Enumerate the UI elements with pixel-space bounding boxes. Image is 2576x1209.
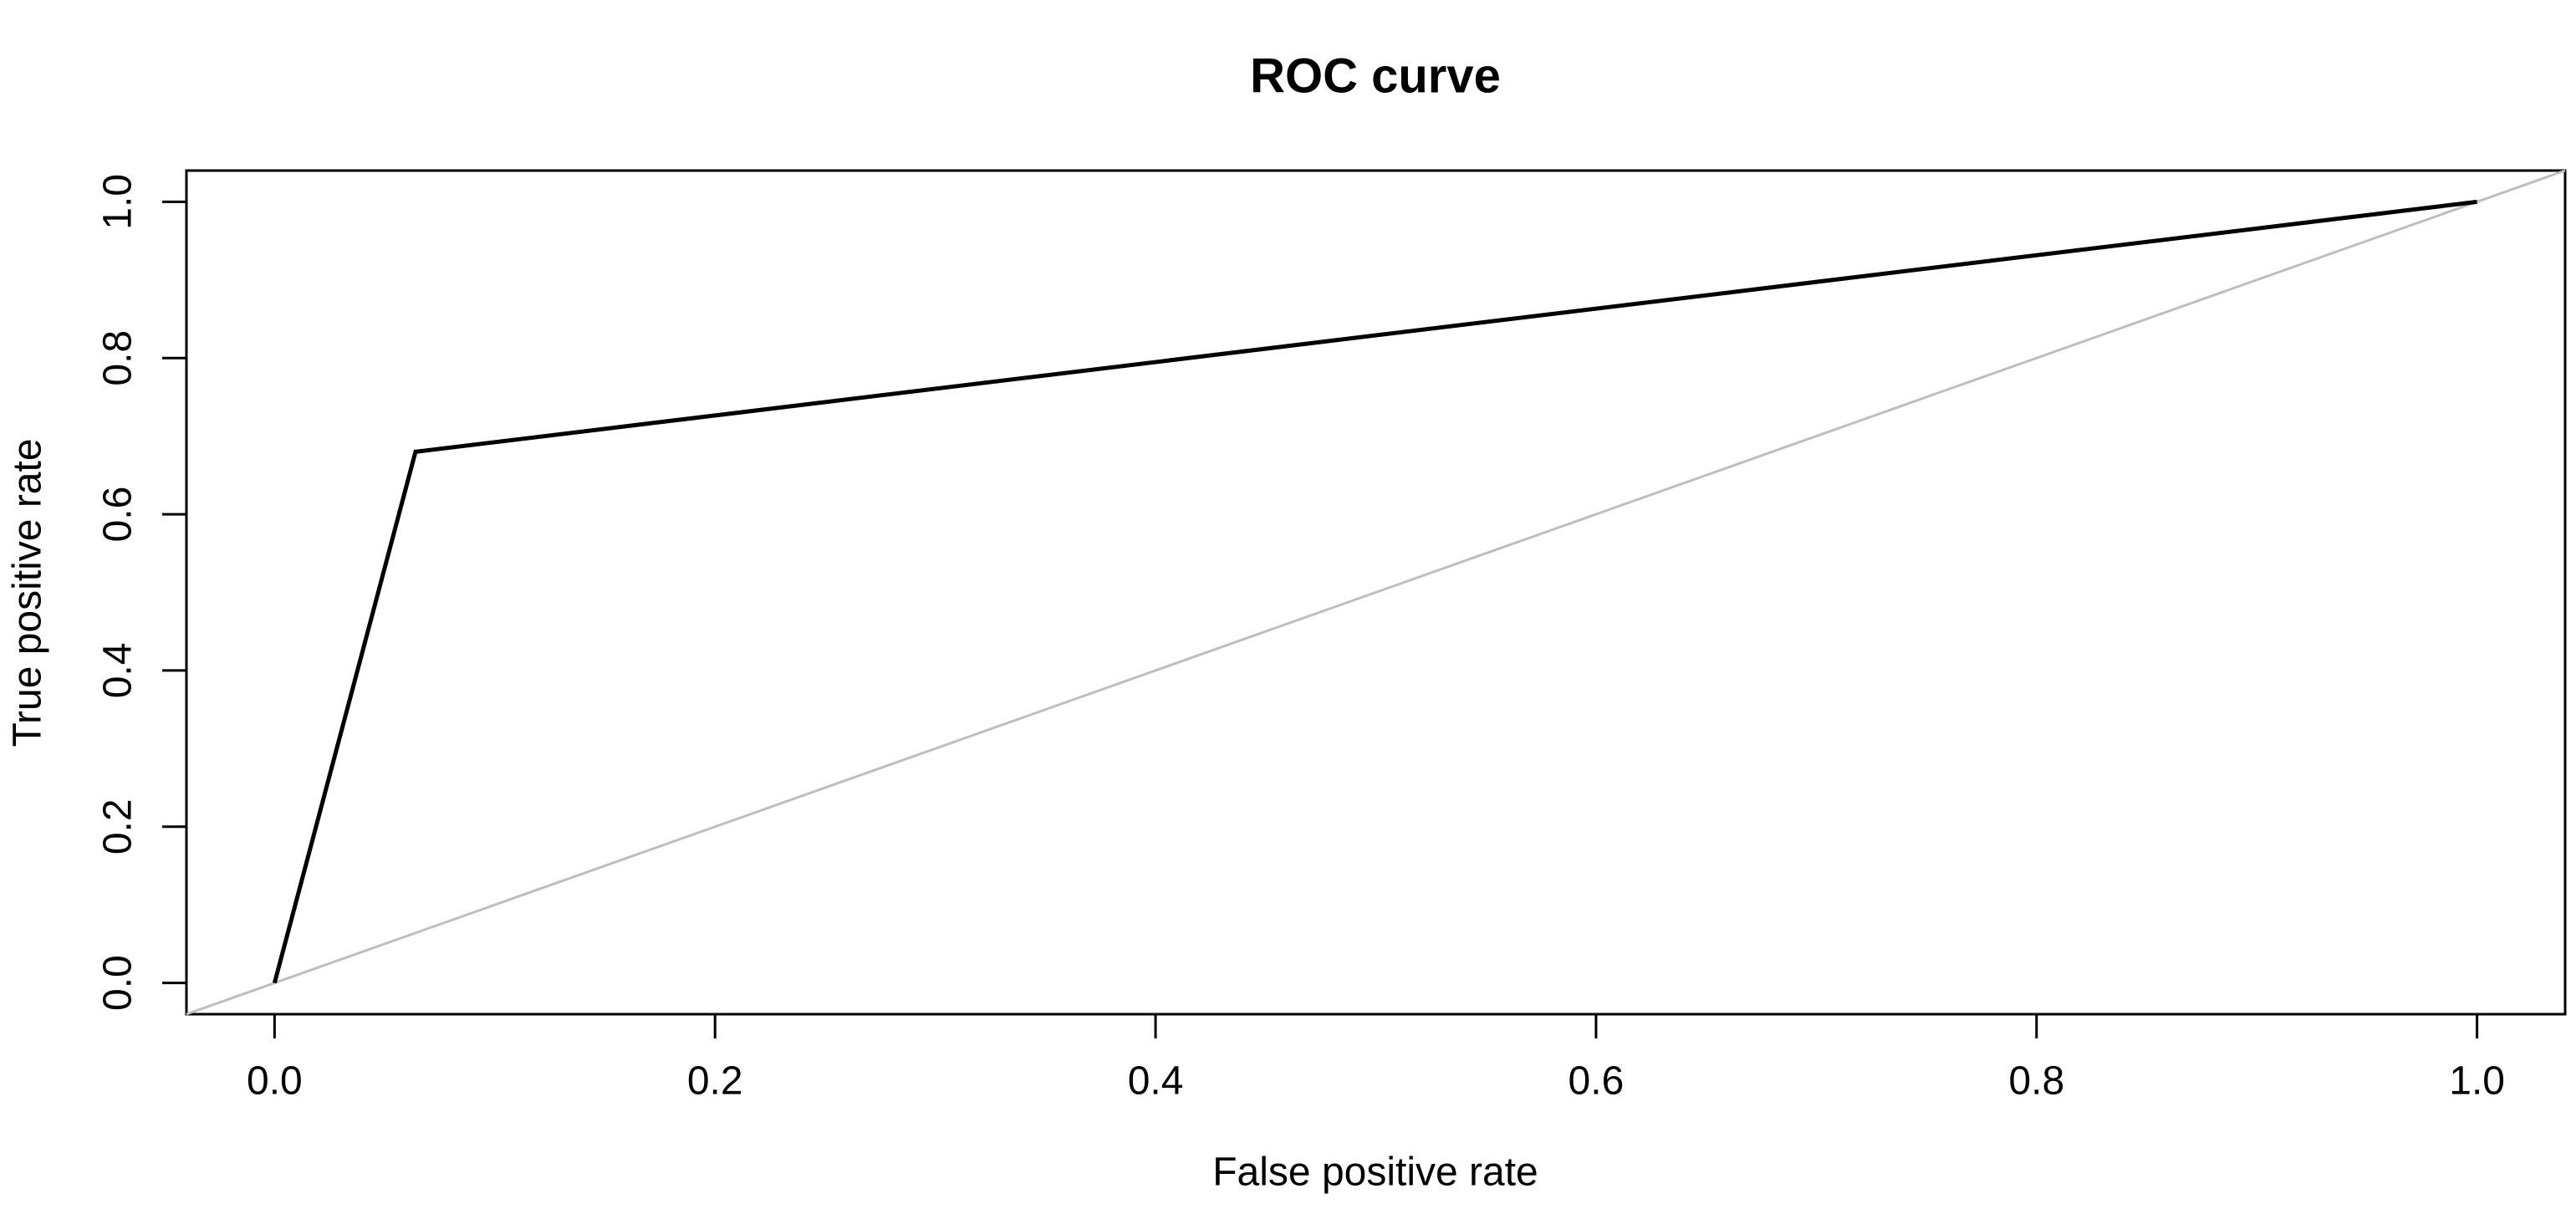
y-tick-label: 0.6 xyxy=(96,487,140,543)
x-tick-label: 0.0 xyxy=(247,1059,303,1104)
chart-title: ROC curve xyxy=(1250,49,1501,104)
x-tick-label: 1.0 xyxy=(2449,1059,2505,1104)
y-tick-label: 0.8 xyxy=(96,330,140,386)
plot-frame xyxy=(185,169,2567,1016)
y-tick-label: 0.4 xyxy=(96,643,140,699)
roc-curve-line xyxy=(272,199,2477,984)
x-tick-label: 0.6 xyxy=(1569,1059,1625,1104)
x-tick-label: 0.2 xyxy=(687,1059,743,1104)
y-tick-label: 0.2 xyxy=(96,798,140,854)
x-tick-label: 0.4 xyxy=(1128,1059,1184,1104)
y-axis-label: True positive rate xyxy=(6,438,50,747)
diagonal-reference-line xyxy=(186,169,2566,1016)
x-axis-label: False positive rate xyxy=(1212,1150,1538,1195)
y-tick-label: 0.0 xyxy=(96,955,140,1011)
y-tick-label: 1.0 xyxy=(96,174,140,230)
plot-area: 0.0 0.2 0.4 0.6 0.8 1.0 0.0 0.2 0.4 0.6 0.8 1.0 xyxy=(96,169,2567,1104)
x-tick-label: 0.8 xyxy=(2008,1059,2064,1104)
